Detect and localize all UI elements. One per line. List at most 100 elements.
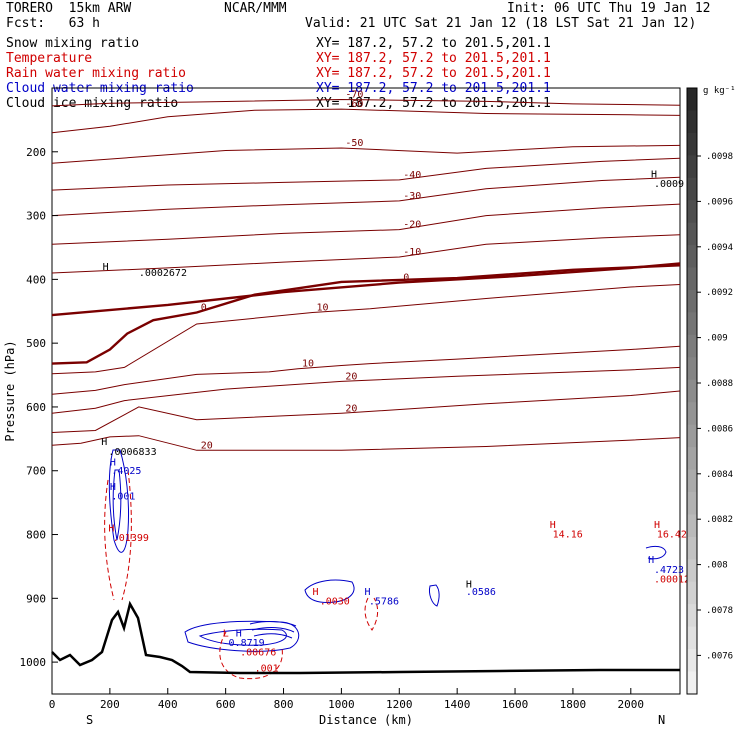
- x-tick-label: 1000: [328, 698, 355, 711]
- isotherm-line: [51, 144, 681, 164]
- cloud-water-contour: [429, 584, 440, 607]
- x-tick-label: 600: [216, 698, 236, 711]
- contour-annotation: .0030: [320, 597, 350, 608]
- y-tick-label: 200: [26, 146, 46, 159]
- isotherm-label: -30: [403, 191, 421, 202]
- colorbar-tick-label: .0076: [706, 651, 733, 661]
- center-label: NCAR/MMM: [224, 1, 287, 16]
- isotherm-label: -20: [403, 220, 421, 231]
- y-tick-label: 900: [26, 592, 46, 605]
- contour-annotation: .4723: [654, 565, 684, 576]
- colorbar-tick-label: .0088: [706, 379, 733, 389]
- colorbar-tick-label: .009: [706, 334, 728, 344]
- cloud-water-contour: [645, 545, 667, 560]
- colorbar-swatch: [687, 424, 697, 448]
- forecast-hour: Fcst: 63 h: [6, 16, 100, 31]
- contour-labels: H.0002672H.0009H.0006833H14.16H16.42H.40…: [101, 169, 690, 674]
- field-rain-name: Rain water mixing ratio: [6, 66, 187, 81]
- colorbar-swatch: [687, 357, 697, 381]
- valid-time: Valid: 21 UTC Sat 21 Jan 12 (18 LST Sat …: [305, 16, 697, 31]
- colorbar-swatch: [687, 447, 697, 471]
- isotherm-line: [51, 98, 681, 107]
- colorbar-swatch: [687, 312, 697, 336]
- colorbar-tick-label: .0084: [706, 470, 733, 480]
- colorbar-swatch: [687, 469, 697, 493]
- cloud-water-contour: [249, 621, 297, 639]
- y-tick-label: 800: [26, 529, 46, 542]
- colorbar-swatch: [687, 132, 697, 156]
- colorbar-tick-label: .008: [706, 561, 728, 571]
- isotherm-line: [51, 234, 681, 274]
- terrain-line: [51, 600, 680, 675]
- x-tick-label: 1400: [444, 698, 471, 711]
- colorbar-frame: [686, 87, 698, 695]
- contour-annotation: H: [654, 520, 660, 531]
- contour-annotation: H: [651, 169, 657, 180]
- colorbar: .0098 .0096 .0094 .0092 .009 .0088 .0086 .0084.…: [686, 87, 733, 695]
- contour-annotation: H: [466, 579, 472, 590]
- colorbar-swatch: [687, 222, 697, 246]
- y-tick-label: 700: [26, 465, 46, 478]
- contour-annotation: H: [110, 482, 116, 493]
- contour-annotation: .5786: [369, 597, 399, 608]
- isotherm-line: [51, 435, 681, 451]
- contour-annotation: H: [110, 458, 116, 469]
- isotherm-label: -40: [403, 170, 421, 181]
- contour-annotation: H: [550, 520, 556, 531]
- colorbar-swatch: [687, 290, 697, 313]
- contour-annotation: .0009: [654, 179, 684, 190]
- cloud-water-contour: [198, 628, 287, 646]
- isotherm-line: [51, 390, 681, 433]
- colorbar-unit: g kg⁻¹: [703, 86, 736, 96]
- isotherm-label: 10: [302, 359, 314, 370]
- isotherm-line: [51, 108, 681, 134]
- isotherm-label: -70: [345, 89, 363, 100]
- contour-annotation: H: [108, 523, 114, 534]
- colorbar-swatch: [687, 379, 697, 403]
- colorbar-tick-label: .0094: [706, 243, 733, 253]
- y-axis-title: Pressure (hPa): [3, 340, 17, 441]
- field-snow-xy: XY= 187.2, 57.2 to 201.5,201.1: [316, 36, 551, 51]
- rain-water-contour: [219, 631, 283, 680]
- colorbar-swatch: [687, 671, 697, 695]
- colorbar-tick-label: .0086: [706, 424, 733, 434]
- contour-annotation: .01399: [113, 533, 149, 544]
- contour-annotation: 0.8719: [229, 638, 265, 649]
- x-tick-label: 2000: [618, 698, 645, 711]
- model-title: TORERO 15km ARW: [6, 1, 132, 16]
- x-tick-label: 200: [100, 698, 120, 711]
- isotherm-label: 20: [201, 440, 213, 451]
- isotherm-line: [51, 366, 681, 414]
- x-tick-label: 0: [49, 698, 56, 711]
- colorbar-tick-label: .0098: [706, 152, 733, 162]
- colorbar-swatch: [687, 536, 697, 560]
- colorbar-swatch: [687, 267, 697, 291]
- y-tick-label: 300: [26, 210, 46, 223]
- colorbar-swatch: [687, 245, 697, 269]
- contour-annotation: .0006833: [108, 447, 156, 458]
- colorbar-tick-label: .0078: [706, 606, 733, 616]
- contour-annotation: .001: [111, 491, 135, 502]
- isotherm-label: -60: [345, 99, 363, 110]
- y-tick-label: 600: [26, 401, 46, 414]
- colorbar-swatch: [687, 334, 697, 358]
- colorbar-swatch: [687, 402, 697, 426]
- y-tick-label: 400: [26, 273, 46, 286]
- contour-annotation: .00676: [240, 648, 276, 659]
- colorbar-swatch: [687, 604, 697, 628]
- contour-annotation: H: [101, 437, 107, 448]
- field-cloudice-name: Cloud ice mixing ratio: [6, 96, 179, 111]
- colorbar-swatch: [687, 177, 697, 201]
- contour-annotation: .4025: [111, 466, 141, 477]
- cloud-water-contour: [108, 449, 130, 553]
- contour-annotation: 14.16: [553, 530, 583, 541]
- contour-annotation: .00012: [654, 574, 690, 585]
- north-label: N: [658, 713, 665, 727]
- colorbar-swatch: [687, 649, 697, 673]
- field-snow-name: Snow mixing ratio: [6, 36, 140, 51]
- isotherm-line: [51, 176, 681, 217]
- contour-annotation: .0586: [466, 587, 496, 598]
- isotherm-label: 10: [316, 303, 328, 314]
- contour-annotation: H: [648, 555, 654, 566]
